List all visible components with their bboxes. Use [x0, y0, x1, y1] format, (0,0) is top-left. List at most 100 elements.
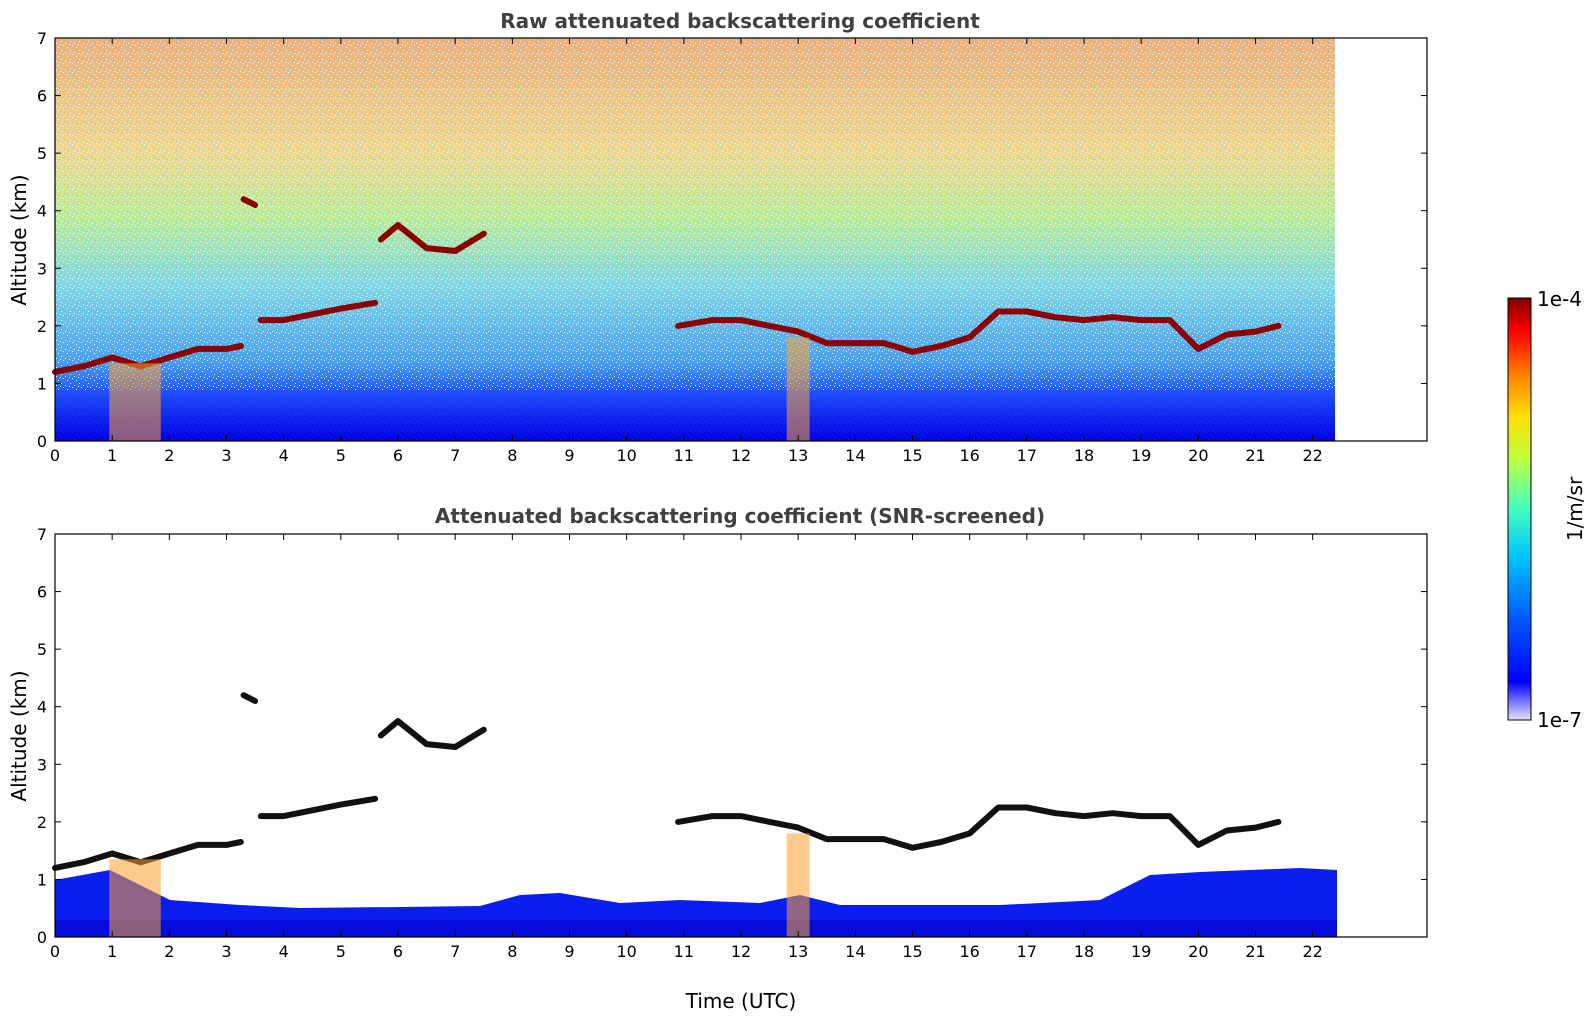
- x-tick-label: 16: [959, 942, 979, 961]
- panel-screened-surface-fill: [55, 920, 1337, 937]
- panel-screened-y-label: Altitude (km): [7, 670, 31, 801]
- x-tick-label: 10: [616, 942, 636, 961]
- x-tick-label: 1: [107, 942, 117, 961]
- x-tick-label: 14: [845, 942, 865, 961]
- colorbar-max-label: 1e-4: [1537, 287, 1582, 311]
- panel-screened-cloud-layers: [52, 692, 1282, 937]
- x-tick-label: 0: [50, 942, 60, 961]
- x-tick-label: 11: [674, 446, 694, 465]
- y-tick-label: 0: [37, 432, 47, 451]
- y-tick-label: 0: [37, 928, 47, 947]
- panel-raw-plot: [52, 37, 1428, 442]
- cloud-layer: [675, 804, 1282, 851]
- aerosol-plume: [109, 859, 161, 937]
- x-tick-label: 4: [279, 446, 289, 465]
- y-tick-label: 4: [37, 698, 47, 717]
- x-tick-label: 21: [1245, 446, 1265, 465]
- y-tick-label: 7: [37, 29, 47, 48]
- x-tick-label: 1: [107, 446, 117, 465]
- panel-screened-title: Attenuated backscattering coefficient (S…: [435, 504, 1045, 528]
- x-tick-label: 7: [450, 446, 460, 465]
- x-tick-label: 15: [902, 446, 922, 465]
- y-tick-label: 4: [37, 202, 47, 221]
- panel-screened-y-axis: 0 1 2 3 4 5 6 7: [37, 525, 1427, 947]
- panel-screened-x-label: Time (UTC): [685, 989, 797, 1013]
- x-tick-label: 22: [1302, 942, 1322, 961]
- x-tick-label: 14: [845, 446, 865, 465]
- cloud-layer: [377, 718, 487, 750]
- panel-screened-x-axis: 0 1 2 3 4 5 6 7 8 9 10 11 12 13 14 15 16 17 18 19 20 21 22: [50, 534, 1323, 961]
- x-tick-label: 6: [393, 446, 403, 465]
- x-tick-label: 20: [1188, 446, 1208, 465]
- panel-raw-x-axis: 0 1 2 3 4 5 6 7 8 9 10 11 12 13 14 15 16 17 18 19 20 21 22: [50, 38, 1323, 465]
- panel-screened: Attenuated backscattering coefficient (S…: [7, 504, 1428, 1013]
- cloud-layer: [377, 222, 487, 254]
- x-tick-label: 17: [1017, 942, 1037, 961]
- x-tick-label: 18: [1074, 446, 1094, 465]
- x-tick-label: 13: [788, 446, 808, 465]
- x-tick-label: 15: [902, 942, 922, 961]
- colorbar-gradient: [1507, 297, 1532, 721]
- panel-raw-surface-layer: [55, 390, 1335, 441]
- x-tick-label: 0: [50, 446, 60, 465]
- x-tick-label: 19: [1131, 446, 1151, 465]
- panel-raw-noise: [55, 38, 1335, 441]
- cloud-layer: [675, 308, 1282, 355]
- x-tick-label: 16: [959, 446, 979, 465]
- x-tick-label: 9: [564, 446, 574, 465]
- panel-raw-title: Raw attenuated backscattering coefficien…: [500, 9, 980, 33]
- cloud-layer: [52, 343, 244, 375]
- cloud-layer: [240, 692, 259, 704]
- y-tick-label: 5: [37, 640, 47, 659]
- y-tick-label: 2: [37, 813, 47, 832]
- x-tick-label: 2: [164, 446, 174, 465]
- x-tick-label: 11: [674, 942, 694, 961]
- colorbar: 1e-4 1e-7 1/m/sr: [1507, 287, 1587, 732]
- x-tick-label: 12: [731, 942, 751, 961]
- panel-raw-y-axis: 0 1 2 3 4 5 6 7: [37, 29, 1427, 451]
- cloud-layer: [52, 839, 244, 871]
- x-tick-label: 8: [507, 942, 517, 961]
- x-tick-label: 9: [564, 942, 574, 961]
- y-tick-label: 6: [37, 87, 47, 106]
- x-tick-label: 22: [1302, 446, 1322, 465]
- y-tick-label: 3: [37, 755, 47, 774]
- x-tick-label: 10: [616, 446, 636, 465]
- panel-screened-plot: [52, 533, 1428, 938]
- x-tick-label: 5: [336, 446, 346, 465]
- y-tick-label: 5: [37, 144, 47, 163]
- x-tick-label: 6: [393, 942, 403, 961]
- panel-screened-background: [55, 534, 1427, 937]
- x-tick-label: 3: [221, 942, 231, 961]
- x-tick-label: 18: [1074, 942, 1094, 961]
- x-tick-label: 17: [1017, 446, 1037, 465]
- panel-raw-y-label: Altitude (km): [7, 174, 31, 305]
- x-tick-label: 20: [1188, 942, 1208, 961]
- aerosol-plume: [786, 337, 810, 441]
- x-tick-label: 8: [507, 446, 517, 465]
- x-tick-label: 3: [221, 446, 231, 465]
- panel-raw-cloud-layers: [52, 196, 1282, 441]
- x-tick-label: 4: [279, 942, 289, 961]
- x-tick-label: 13: [788, 942, 808, 961]
- panel-raw: Raw attenuated backscattering coefficien…: [7, 9, 1428, 465]
- y-tick-label: 1: [37, 374, 47, 393]
- y-tick-label: 1: [37, 870, 47, 889]
- cloud-layer: [240, 196, 259, 208]
- aerosol-plume: [786, 833, 810, 937]
- cloud-layer: [257, 299, 379, 324]
- aerosol-plume: [109, 363, 161, 441]
- x-tick-label: 21: [1245, 942, 1265, 961]
- y-tick-label: 2: [37, 317, 47, 336]
- x-tick-label: 12: [731, 446, 751, 465]
- x-tick-label: 5: [336, 942, 346, 961]
- colorbar-min-label: 1e-7: [1537, 708, 1582, 732]
- colorbar-label: 1/m/sr: [1563, 476, 1587, 541]
- cloud-layer: [257, 795, 379, 820]
- x-tick-label: 2: [164, 942, 174, 961]
- x-tick-label: 7: [450, 942, 460, 961]
- y-tick-label: 3: [37, 259, 47, 278]
- y-tick-label: 7: [37, 525, 47, 544]
- y-tick-label: 6: [37, 583, 47, 602]
